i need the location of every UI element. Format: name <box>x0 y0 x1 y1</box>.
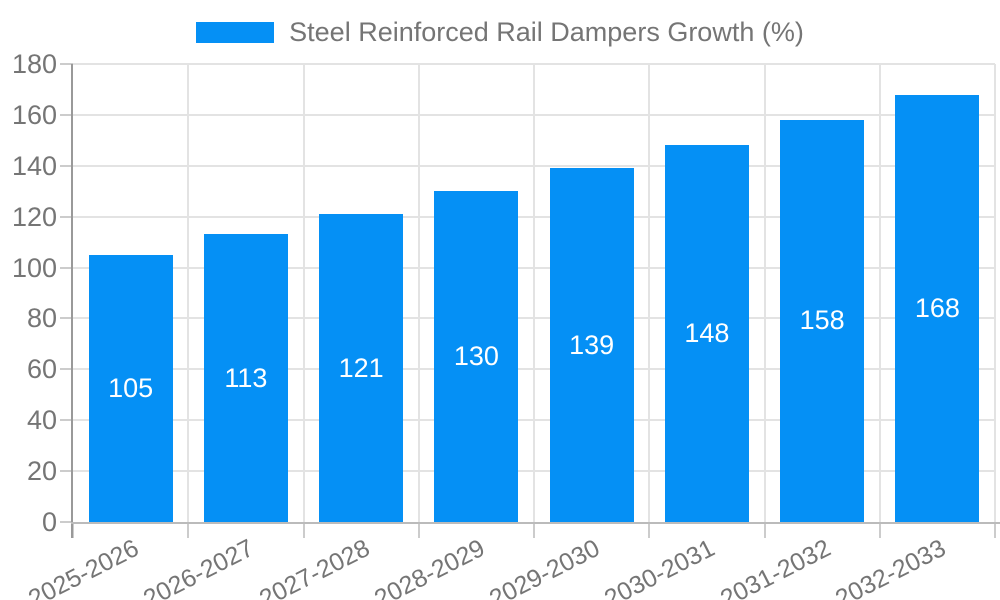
bar: 158 <box>780 119 865 522</box>
bar-value-label: 148 <box>684 318 730 349</box>
bar: 105 <box>88 254 173 522</box>
bar: 148 <box>664 145 749 522</box>
x-axis-category-label: 2027-2028 <box>254 534 374 600</box>
bar: 121 <box>319 214 404 522</box>
chart-legend: Steel Reinforced Rail Dampers Growth (%) <box>0 17 1000 47</box>
x-gridline <box>417 64 420 522</box>
x-axis-tick <box>417 522 420 538</box>
y-axis-tick-label: 140 <box>11 150 57 181</box>
y-axis-tick <box>60 470 73 473</box>
x-gridline <box>763 64 766 522</box>
x-axis-tick <box>763 522 766 538</box>
legend-label: Steel Reinforced Rail Dampers Growth (%) <box>289 17 804 47</box>
x-axis-tick <box>187 522 190 538</box>
x-axis-category-label: 2029-2030 <box>485 534 605 600</box>
bar-value-label: 130 <box>453 341 499 372</box>
y-axis-tick <box>60 368 73 371</box>
y-axis-tick <box>60 419 73 422</box>
bar-value-label: 121 <box>338 352 384 383</box>
x-axis-tick <box>648 522 651 538</box>
y-axis-tick <box>60 164 73 167</box>
x-gridline <box>302 64 305 522</box>
x-axis-category-label: 2032-2033 <box>830 534 951 600</box>
y-axis-tick-label: 80 <box>26 303 57 334</box>
y-axis-tick <box>60 215 73 218</box>
bar-value-label: 168 <box>914 292 960 323</box>
x-axis-tick <box>994 522 996 538</box>
x-axis-tick <box>878 522 881 538</box>
x-axis-category-label: 2031-2032 <box>715 534 835 600</box>
x-gridline <box>187 64 190 522</box>
y-axis-tick <box>60 317 73 320</box>
y-axis-tick-label: 120 <box>11 201 57 232</box>
y-axis-tick <box>60 521 73 523</box>
bar-value-label: 139 <box>569 329 615 360</box>
legend-swatch-icon <box>196 21 275 43</box>
y-axis-tick <box>60 63 73 65</box>
x-axis-line <box>71 522 1000 524</box>
y-axis-tick-label: 180 <box>11 49 57 79</box>
x-axis-category-label: 2030-2031 <box>600 534 720 600</box>
x-axis-category-label: 2025-2026 <box>24 534 144 600</box>
x-gridline <box>648 64 651 522</box>
y-axis-tick-label: 40 <box>26 405 57 436</box>
x-axis-tick <box>533 522 535 538</box>
bar: 113 <box>203 234 288 522</box>
y-axis-tick <box>60 113 73 116</box>
y-axis-tick-label: 0 <box>41 507 57 537</box>
x-axis-tick <box>302 522 305 538</box>
x-axis-tick <box>72 522 74 538</box>
y-axis-line <box>71 64 73 538</box>
y-axis-tick-label: 20 <box>26 456 57 487</box>
bar-value-label: 158 <box>799 305 845 336</box>
bar: 139 <box>549 168 634 522</box>
y-axis-tick-label: 160 <box>11 99 57 130</box>
bar: 168 <box>895 94 980 522</box>
bar-value-label: 113 <box>224 362 268 393</box>
y-axis-tick-label: 60 <box>26 354 57 385</box>
bar: 130 <box>434 191 519 522</box>
y-axis-tick <box>60 266 73 269</box>
x-axis-category-label: 2026-2027 <box>139 534 259 600</box>
x-gridline <box>878 64 881 522</box>
x-gridline <box>533 64 535 522</box>
y-axis-tick-label: 100 <box>11 252 57 283</box>
bar-value-label: 105 <box>108 372 154 403</box>
x-gridline <box>994 64 996 522</box>
x-axis-category-label: 2028-2029 <box>369 534 490 600</box>
